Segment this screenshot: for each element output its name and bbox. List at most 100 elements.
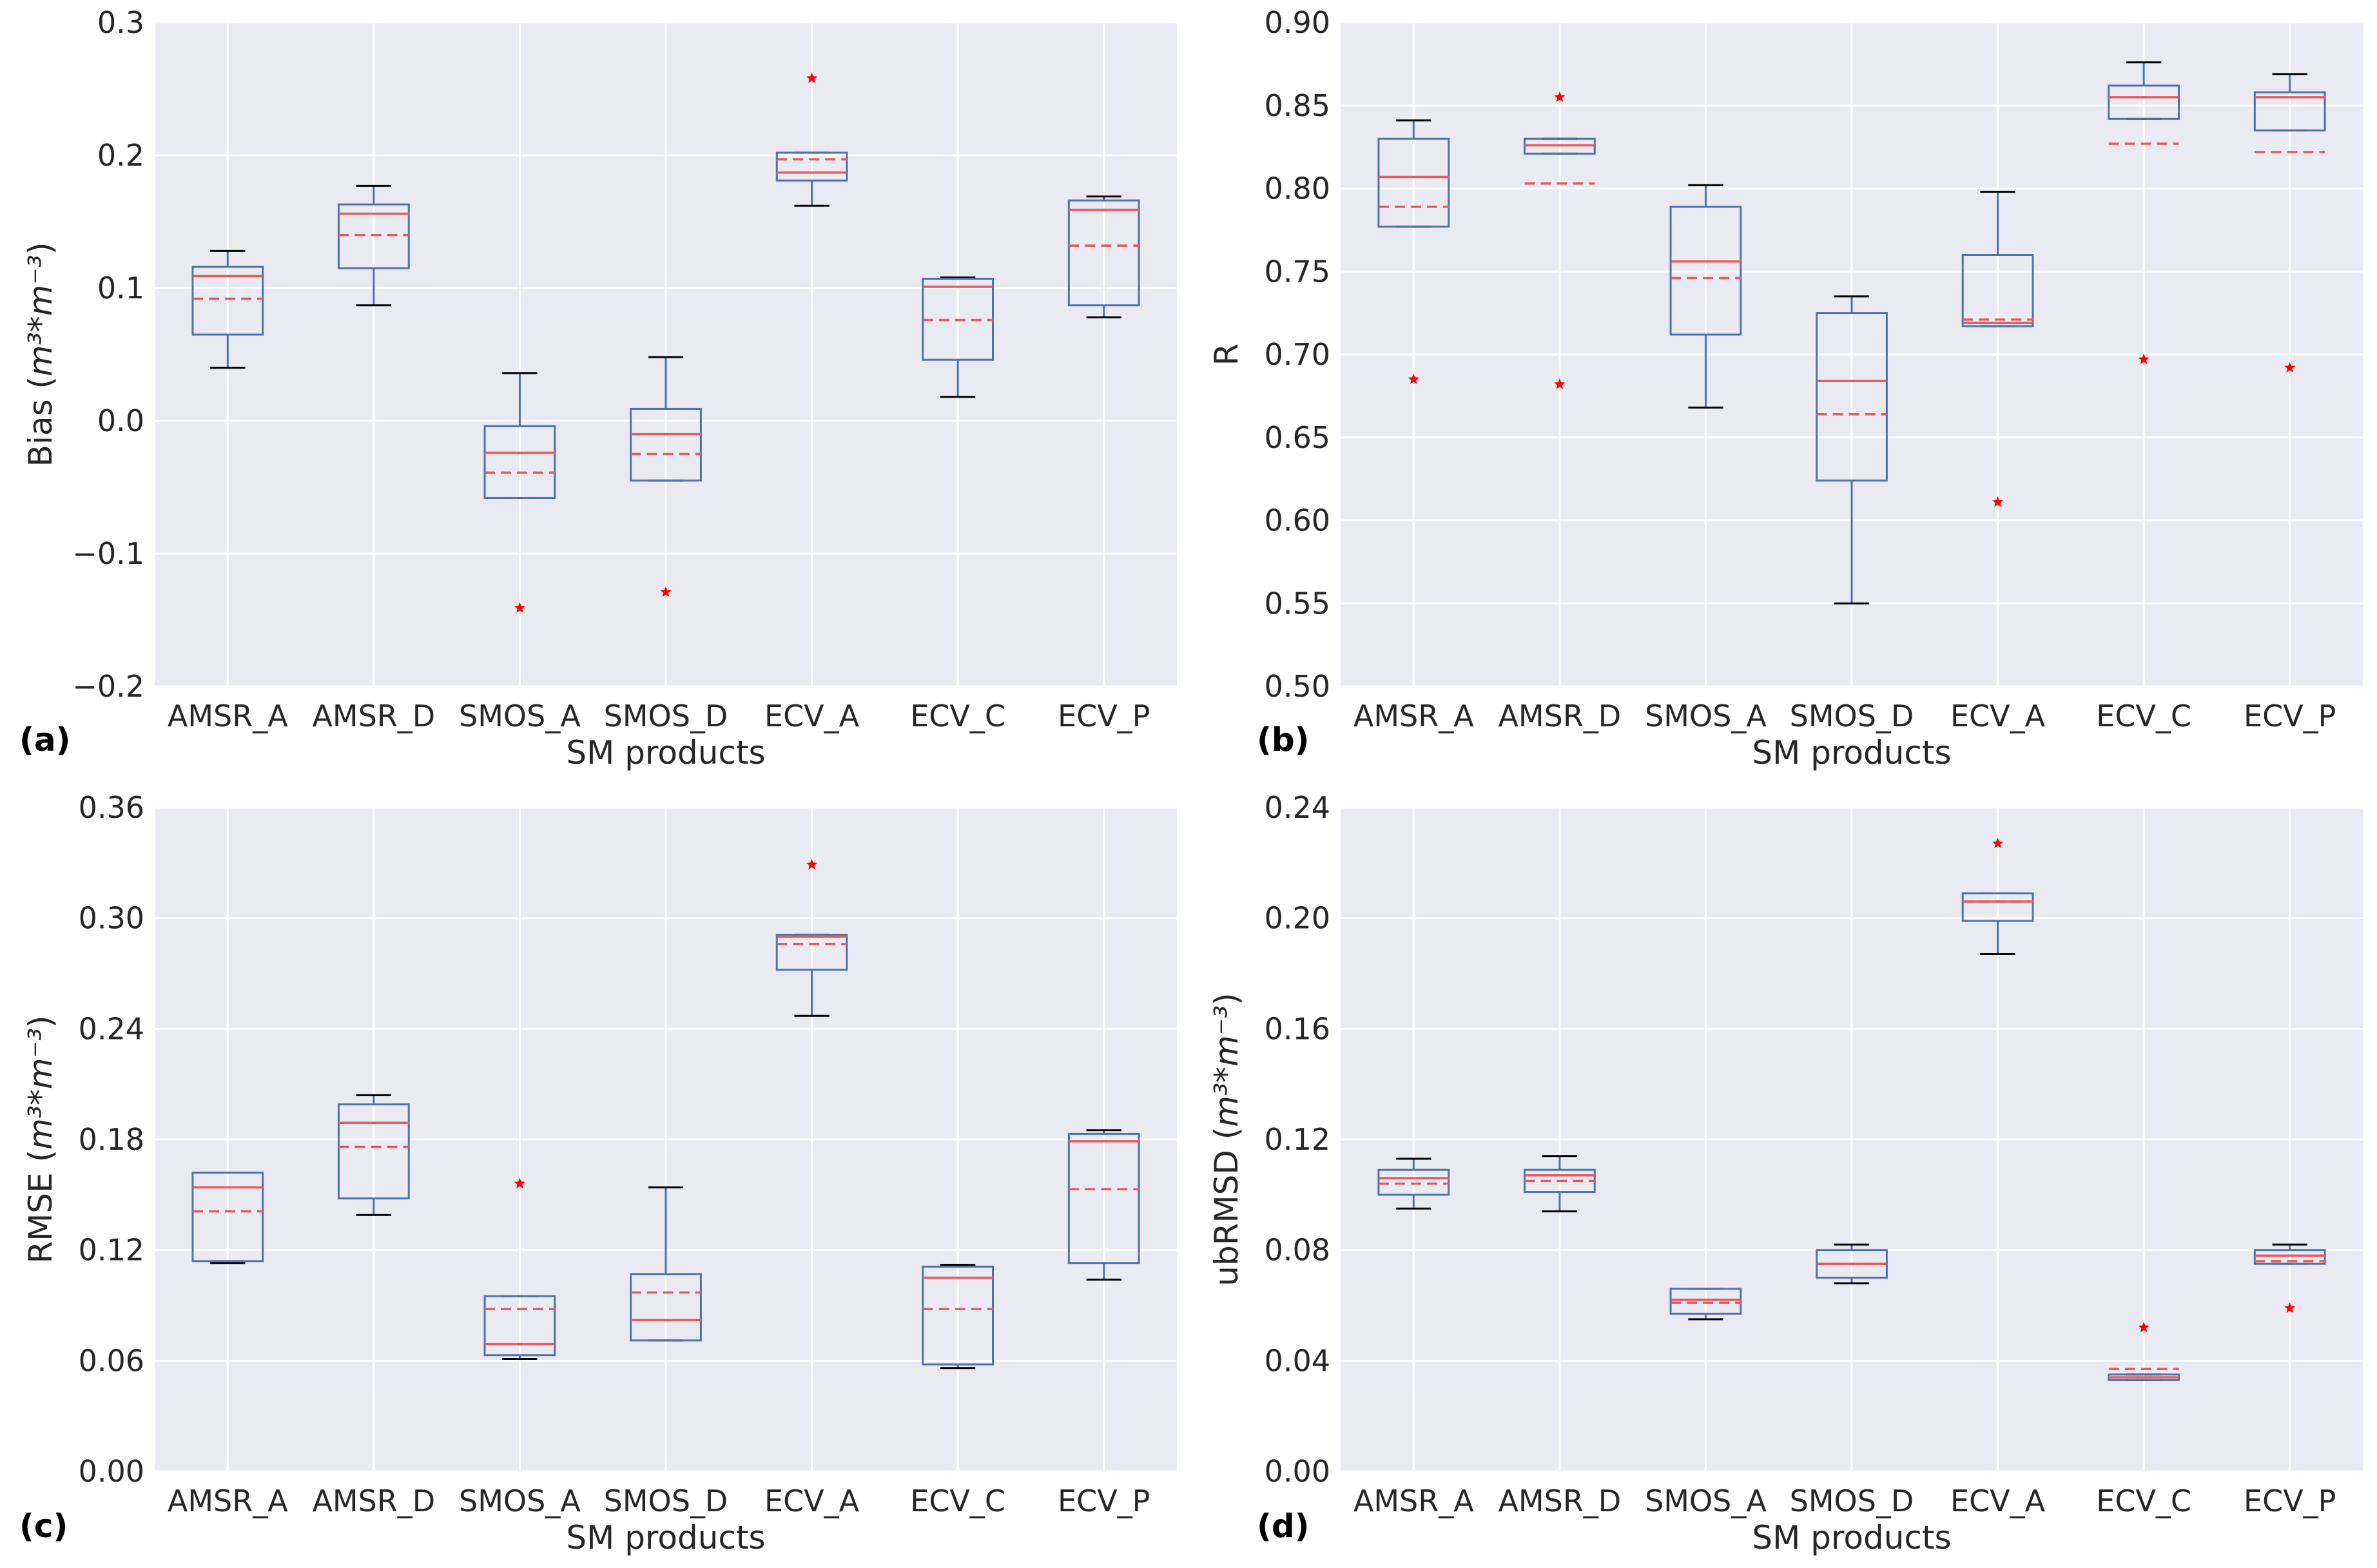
box-AMSR_D <box>1523 1155 1596 1213</box>
flier-point <box>1554 378 1566 389</box>
y-tick-label: 0.75 <box>1265 254 1330 289</box>
y-tick-label: 0.00 <box>79 1454 144 1489</box>
box-ECV_C <box>922 276 994 398</box>
x-tick-label: SMOS_A <box>459 699 581 733</box>
box-SMOS_A <box>483 372 556 613</box>
x-axis-label: SM products <box>566 734 765 771</box>
y-tick-label: 0.24 <box>1265 790 1330 825</box>
box-iqr <box>1669 1288 1742 1315</box>
box-ECV_A <box>775 858 848 1017</box>
y-axis-label-units: m³*m⁻³ <box>22 1028 59 1150</box>
x-tick-label: AMSR_D <box>312 1484 435 1518</box>
box-iqr <box>775 151 848 182</box>
y-tick-label: 0.55 <box>1265 586 1330 621</box>
y-axis-label-text: R <box>1208 344 1245 366</box>
box-ECV_A <box>1961 191 2034 507</box>
x-tick-label: ECV_C <box>910 699 1005 733</box>
box-iqr <box>1961 254 2034 327</box>
y-tick-label: 0.06 <box>79 1343 144 1378</box>
x-tick-label: SMOS_A <box>1645 1484 1767 1518</box>
y-axis-label-units: m³*m⁻³ <box>22 255 59 376</box>
box-ECV_C <box>922 1264 994 1370</box>
x-axis-label: SM products <box>566 1519 765 1556</box>
box-iqr <box>337 203 410 269</box>
x-tick-label: ECV_A <box>1950 699 2046 733</box>
x-tick-label: AMSR_A <box>168 1484 288 1518</box>
box-AMSR_A <box>1377 119 1450 384</box>
box-iqr <box>630 407 702 482</box>
y-axis-label: Bias (m³*m⁻³) <box>22 242 59 467</box>
x-tick-label: ECV_P <box>1058 699 1150 733</box>
y-tick-label: 0.3 <box>97 5 144 40</box>
box-iqr <box>630 1273 702 1342</box>
flier-point <box>806 72 818 83</box>
y-tick-label: 0.30 <box>79 901 144 936</box>
y-tick-label: 0.70 <box>1265 337 1330 372</box>
x-tick-label: AMSR_D <box>1498 1484 1621 1518</box>
box-ECV_P <box>2253 73 2326 373</box>
y-tick-label: 0.90 <box>1265 5 1330 40</box>
flier-point <box>2138 1321 2149 1333</box>
x-tick-label: ECV_A <box>764 699 860 733</box>
box-iqr <box>922 1265 994 1366</box>
x-tick-label: ECV_C <box>910 1484 1005 1518</box>
flier-point <box>2284 362 2296 373</box>
y-axis-label: RMSE (m³*m⁻³) <box>22 1015 59 1263</box>
y-tick-label: 0.04 <box>1265 1343 1330 1378</box>
y-tick-label: 0.36 <box>79 790 144 825</box>
box-AMSR_D <box>337 184 410 307</box>
flier-point <box>2284 1302 2296 1313</box>
chart-panel-3: 0.00 0.06 0.12 0.18 0.24 0.30 0.36 AMSR_A AMSR_D… <box>19 790 1177 1556</box>
x-axis-label: SM products <box>1752 734 1951 771</box>
box-ECV_A <box>775 72 848 207</box>
x-axis-label: SM products <box>1752 1519 1951 1556</box>
flier-point <box>2138 353 2149 365</box>
chart-panel-2: 0.50 0.55 0.60 0.65 0.70 0.75 0.80 0.85 0.90 AMSR… <box>1208 5 2363 771</box>
y-tick-label: −0.2 <box>72 669 144 704</box>
box-iqr <box>1816 312 1888 482</box>
x-tick-label: AMSR_A <box>1353 1484 1474 1518</box>
x-tick-label: AMSR_A <box>1353 699 1474 733</box>
box-iqr <box>2108 84 2180 120</box>
flier-point <box>1992 837 2004 849</box>
y-tick-label: 0.12 <box>79 1233 144 1268</box>
box-AMSR_D <box>337 1094 410 1216</box>
y-tick-label: 0.00 <box>1265 1454 1330 1489</box>
y-axis-label-close: ) <box>22 1015 59 1028</box>
box-iqr <box>191 1172 264 1263</box>
box-ECV_P <box>1067 195 1140 318</box>
y-tick-label: 0.60 <box>1265 503 1330 538</box>
panel-label: (a) <box>19 721 70 759</box>
box-SMOS_D <box>630 356 702 597</box>
box-ECV_P <box>1067 1129 1140 1281</box>
y-tick-label: 0.2 <box>97 138 144 173</box>
x-tick-label: SMOS_D <box>604 699 728 733</box>
box-iqr <box>483 1295 556 1357</box>
panel-label: (b) <box>1257 721 1310 759</box>
x-tick-label: SMOS_D <box>1790 1484 1914 1518</box>
x-tick-label: ECV_P <box>1058 1484 1150 1518</box>
box-iqr <box>2253 91 2326 131</box>
x-tick-label: AMSR_D <box>1498 699 1621 733</box>
flier-point <box>1992 496 2004 507</box>
y-axis-label-close: ) <box>1208 992 1245 1005</box>
box-SMOS_A <box>483 1177 556 1360</box>
flier-point <box>1554 91 1566 102</box>
x-tick-label: ECV_C <box>2096 699 2191 733</box>
box-iqr <box>483 425 556 499</box>
box-iqr <box>337 1103 410 1200</box>
y-tick-label: 0.80 <box>1265 171 1330 206</box>
y-axis-label-close: ) <box>22 242 59 255</box>
y-tick-label: 0.85 <box>1265 88 1330 123</box>
panel-label: (c) <box>19 1507 68 1545</box>
box-iqr <box>1961 892 2034 922</box>
x-tick-label: AMSR_D <box>312 699 435 733</box>
box-AMSR_A <box>1377 1157 1450 1210</box>
y-tick-label: 0.08 <box>1265 1233 1330 1268</box>
box-SMOS_D <box>1816 295 1888 605</box>
y-axis-label-text: RMSE ( <box>22 1150 59 1264</box>
panel-label: (d) <box>1257 1507 1310 1545</box>
x-tick-label: ECV_A <box>764 1484 860 1518</box>
x-tick-label: SMOS_A <box>1645 699 1767 733</box>
